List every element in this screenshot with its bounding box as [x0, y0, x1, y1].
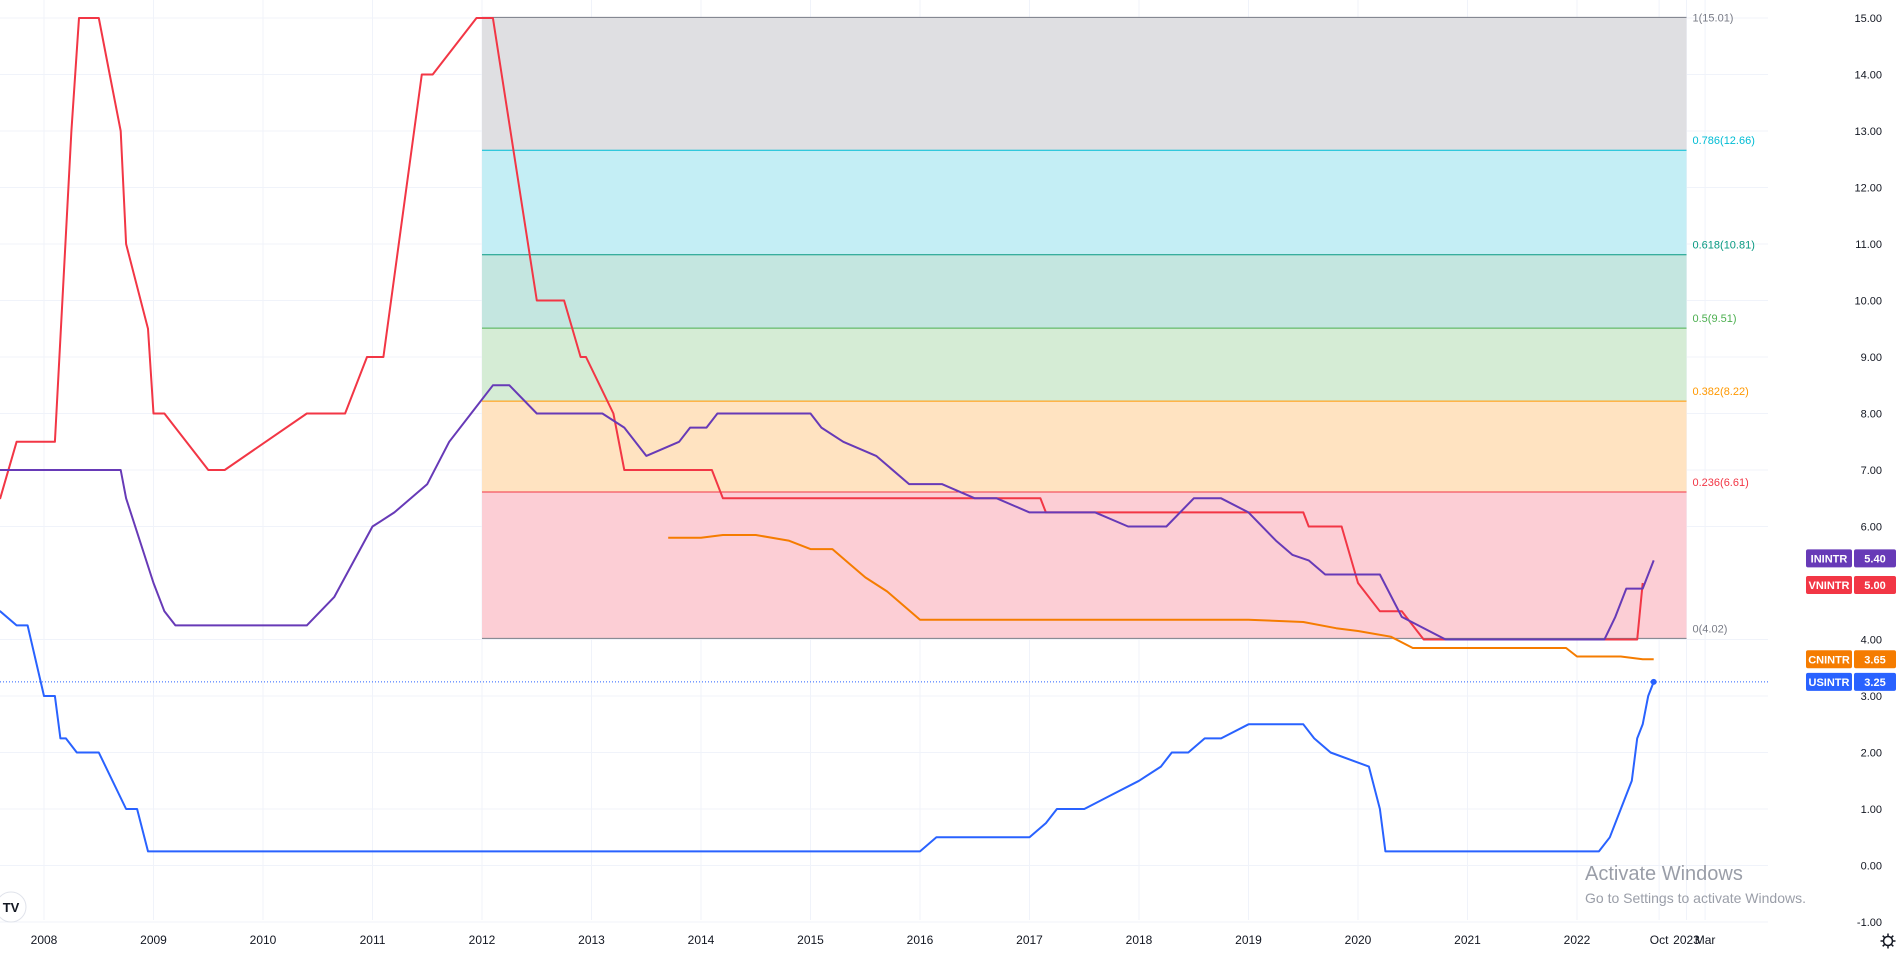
fib-zone [482, 401, 1687, 493]
fib-level-label: 0.236(6.61) [1693, 477, 1749, 489]
y-tick-label: 9.00 [1861, 352, 1882, 364]
fib-level-label: 0.5(9.51) [1693, 313, 1737, 325]
series-value-badge [1854, 576, 1896, 594]
y-tick-label: 1.00 [1861, 804, 1882, 816]
usintr-last-point [1650, 678, 1657, 685]
gear-tooth [1891, 944, 1894, 947]
x-tick-label: 2023 [1673, 933, 1700, 947]
series-value-badge [1854, 650, 1896, 669]
fib-zone [482, 17, 1687, 151]
series-value-label: 5.40 [1864, 553, 1885, 565]
fib-level-label: 0.786(12.66) [1693, 135, 1755, 147]
x-tick-label: 2015 [797, 933, 824, 947]
y-tick-label: 0.00 [1861, 861, 1882, 873]
x-tick-label: 2011 [360, 933, 386, 947]
series-value-label: 5.00 [1864, 580, 1885, 592]
series-name-label: USINTR [1809, 677, 1850, 689]
series-value-badge [1854, 549, 1896, 568]
x-axis[interactable]: 2008 2009 2010 2011 2012 2013 2014 2015 2016 2017… [31, 933, 1716, 947]
tradingview-logo [0, 891, 27, 923]
x-tick-label: 2022 [1564, 933, 1591, 947]
x-tick-label: 2012 [469, 933, 496, 947]
y-tick-label: -1.00 [1857, 917, 1882, 929]
y-tick-label: 15.00 [1854, 13, 1882, 25]
fib-level-label: 0(4.02) [1693, 623, 1728, 635]
x-tick-label: 2017 [1016, 933, 1043, 947]
tradingview-logo-text: TV [3, 900, 20, 915]
x-tick-label: Mar [1695, 933, 1716, 947]
series-name-label: ININTR [1811, 553, 1848, 565]
y-tick-label: 11.00 [1855, 239, 1882, 251]
fib-level-label: 0.618(10.81) [1693, 240, 1755, 252]
last-value-badges: VNINTR 5.00 ININTR 5.40 CNINTR 3.65 USINTR 3.25 [1806, 549, 1896, 691]
y-tick-label: 10.00 [1854, 296, 1882, 308]
x-tick-label: 2019 [1235, 933, 1262, 947]
series-lines [0, 17, 1768, 853]
fibonacci-retracement[interactable]: 1(15.01) 0.786(12.66) 0.618(10.81) 0.5(9.51… [482, 12, 1755, 639]
series-name-badge [1806, 650, 1852, 669]
series-line-cnintr [668, 534, 1654, 661]
gear-ring [1882, 935, 1894, 947]
series-name-badge [1806, 672, 1852, 691]
fib-level-label: 1(15.01) [1693, 12, 1734, 24]
series-name-badge [1806, 549, 1852, 568]
y-tick-label: 8.00 [1861, 409, 1882, 421]
fib-level-label: 0.382(8.22) [1693, 386, 1749, 398]
x-tick-label: 2013 [578, 933, 605, 947]
y-tick-label: 2.00 [1861, 748, 1882, 760]
y-tick-label: 12.00 [1854, 183, 1882, 195]
fib-zone [482, 492, 1687, 639]
y-tick-label: 14.00 [1854, 70, 1882, 82]
y-tick-label: 7.00 [1861, 465, 1882, 477]
series-line-usintr [0, 610, 1655, 853]
gear-tooth [1882, 944, 1885, 947]
x-tick-label: 2010 [250, 933, 277, 947]
fib-zone [482, 328, 1687, 402]
gear-tooth [1882, 935, 1885, 938]
series-line-vnintr [0, 17, 1644, 641]
x-tick-label: 2016 [907, 933, 934, 947]
chart-tools: TV [0, 891, 1896, 949]
fib-zone [482, 150, 1687, 255]
series-name-label: VNINTR [1809, 580, 1850, 592]
series-value-badge [1854, 672, 1896, 691]
series-name-badge [1806, 576, 1852, 594]
x-tick-label: 2021 [1454, 933, 1481, 947]
y-tick-label: 6.00 [1861, 522, 1882, 534]
fib-zone [482, 254, 1687, 329]
x-tick-label: 2014 [688, 933, 715, 947]
x-tick-label: 2018 [1126, 933, 1153, 947]
y-tick-label: 13.00 [1854, 126, 1882, 138]
series-name-label: CNINTR [1808, 654, 1850, 666]
series-line-inintr [0, 384, 1655, 641]
x-tick-label: 2020 [1345, 933, 1372, 947]
series-value-label: 3.65 [1864, 654, 1885, 666]
settings-gear-icon[interactable] [1880, 933, 1896, 949]
x-tick-label: 2008 [31, 933, 58, 947]
y-axis[interactable]: 15.00 14.00 13.00 12.00 11.00 10.00 9.00 8.00 7.… [1854, 13, 1882, 929]
x-tick-label: Oct [1650, 933, 1669, 947]
y-tick-label: 3.00 [1861, 691, 1882, 703]
series-value-label: 3.25 [1864, 677, 1885, 689]
y-tick-label: 4.00 [1861, 635, 1882, 647]
x-tick-label: 2009 [140, 933, 167, 947]
gear-tooth [1891, 935, 1894, 938]
